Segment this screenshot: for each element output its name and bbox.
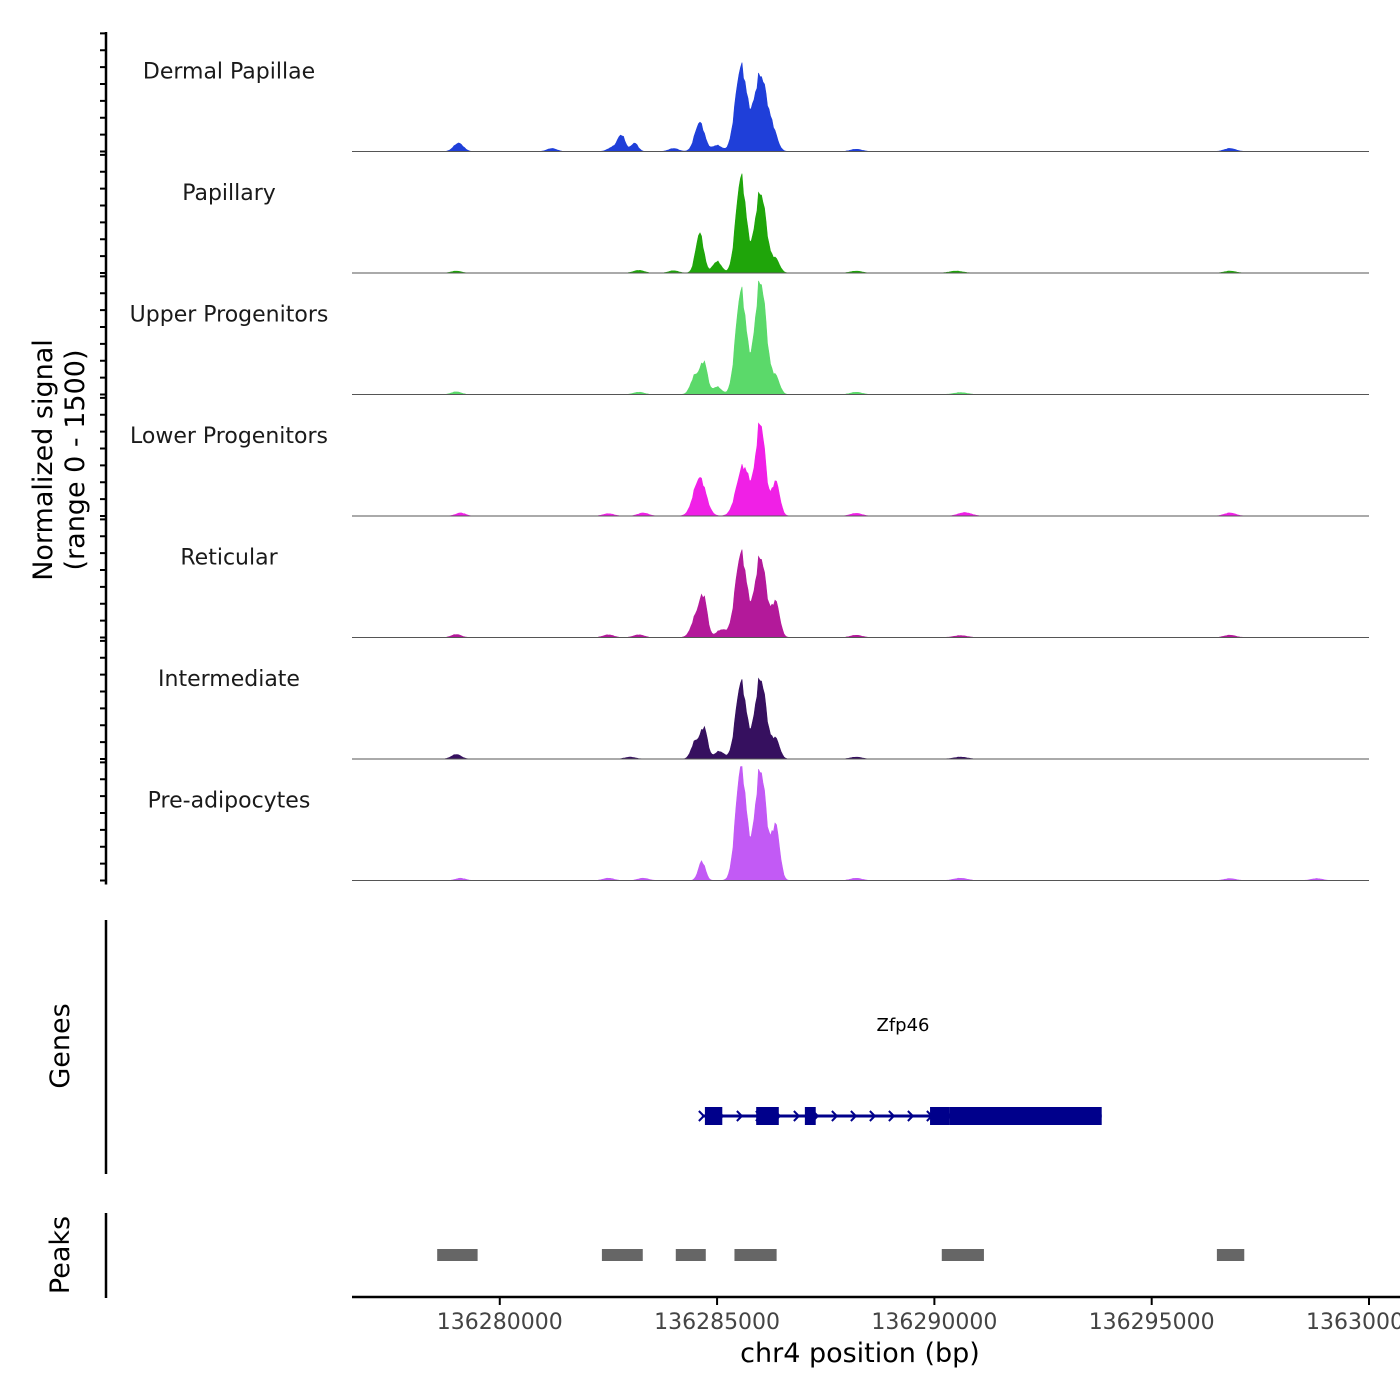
coverage-area xyxy=(352,549,1369,638)
gene-exon xyxy=(930,1107,950,1125)
track-label: Pre-adipocytes xyxy=(148,788,311,813)
coverage-panel: Dermal Papillae Papillary Upper Progenitor… xyxy=(100,32,1369,885)
gene-exon xyxy=(704,1107,723,1125)
peak-region xyxy=(675,1249,706,1261)
coverage-track: Pre-adipocytes xyxy=(148,766,1369,881)
gene-exon xyxy=(949,1107,1102,1125)
peak-region xyxy=(941,1249,984,1261)
strand-arrow xyxy=(907,1110,915,1122)
x-tick-label: 136280000 xyxy=(437,1310,563,1335)
strand-arrow xyxy=(850,1110,858,1122)
track-label: Reticular xyxy=(180,545,278,570)
coverage-area xyxy=(352,280,1369,395)
genes-panel: Zfp46 xyxy=(104,920,1102,1174)
x-tick-label: 136300000 xyxy=(1306,1310,1400,1335)
track-label: Lower Progenitors xyxy=(130,424,328,449)
strand-arrow xyxy=(869,1110,877,1122)
coverage-track: Upper Progenitors xyxy=(130,280,1369,395)
y-axis-label-line2: (range 0 - 1500) xyxy=(60,350,91,571)
peak-region xyxy=(1216,1249,1245,1261)
genes-axis-label: Genes xyxy=(45,1003,76,1088)
peaks-axis-label: Peaks xyxy=(45,1216,76,1294)
coverage-area xyxy=(352,422,1369,517)
peak-region xyxy=(734,1249,777,1261)
coverage-track: Intermediate xyxy=(158,667,1369,760)
gene-exon xyxy=(756,1107,779,1125)
y-axis-label-line1: Normalized signal xyxy=(28,339,59,581)
peak-region xyxy=(601,1249,643,1261)
track-label: Papillary xyxy=(182,181,276,206)
coverage-area xyxy=(352,173,1369,274)
strand-arrow xyxy=(888,1110,896,1122)
strand-arrow xyxy=(793,1110,801,1122)
coverage-track: Papillary xyxy=(182,173,1369,274)
peak-region xyxy=(437,1249,478,1261)
peaks-panel xyxy=(104,1213,1245,1298)
x-tick-label: 136285000 xyxy=(654,1310,780,1335)
x-axis-title: chr4 position (bp) xyxy=(740,1338,980,1369)
track-label: Upper Progenitors xyxy=(130,302,329,327)
strand-arrow xyxy=(831,1110,839,1122)
coverage-track: Lower Progenitors xyxy=(130,422,1369,517)
coverage-area xyxy=(352,766,1369,881)
gene-exon xyxy=(804,1107,816,1125)
coverage-track: Dermal Papillae xyxy=(143,59,1369,152)
coverage-area xyxy=(352,677,1369,760)
x-tick-label: 136295000 xyxy=(1089,1310,1215,1335)
track-label: Intermediate xyxy=(158,667,300,692)
strand-arrow xyxy=(736,1110,744,1122)
x-axis: 136280000 136285000 136290000 136295000 1363… xyxy=(352,1295,1400,1335)
strand-arrow xyxy=(698,1110,706,1122)
gene-name: Zfp46 xyxy=(877,1015,930,1036)
track-label: Dermal Papillae xyxy=(143,59,315,84)
coverage-area xyxy=(352,62,1369,152)
x-tick-label: 136290000 xyxy=(871,1310,997,1335)
coverage-track: Reticular xyxy=(180,545,1369,638)
